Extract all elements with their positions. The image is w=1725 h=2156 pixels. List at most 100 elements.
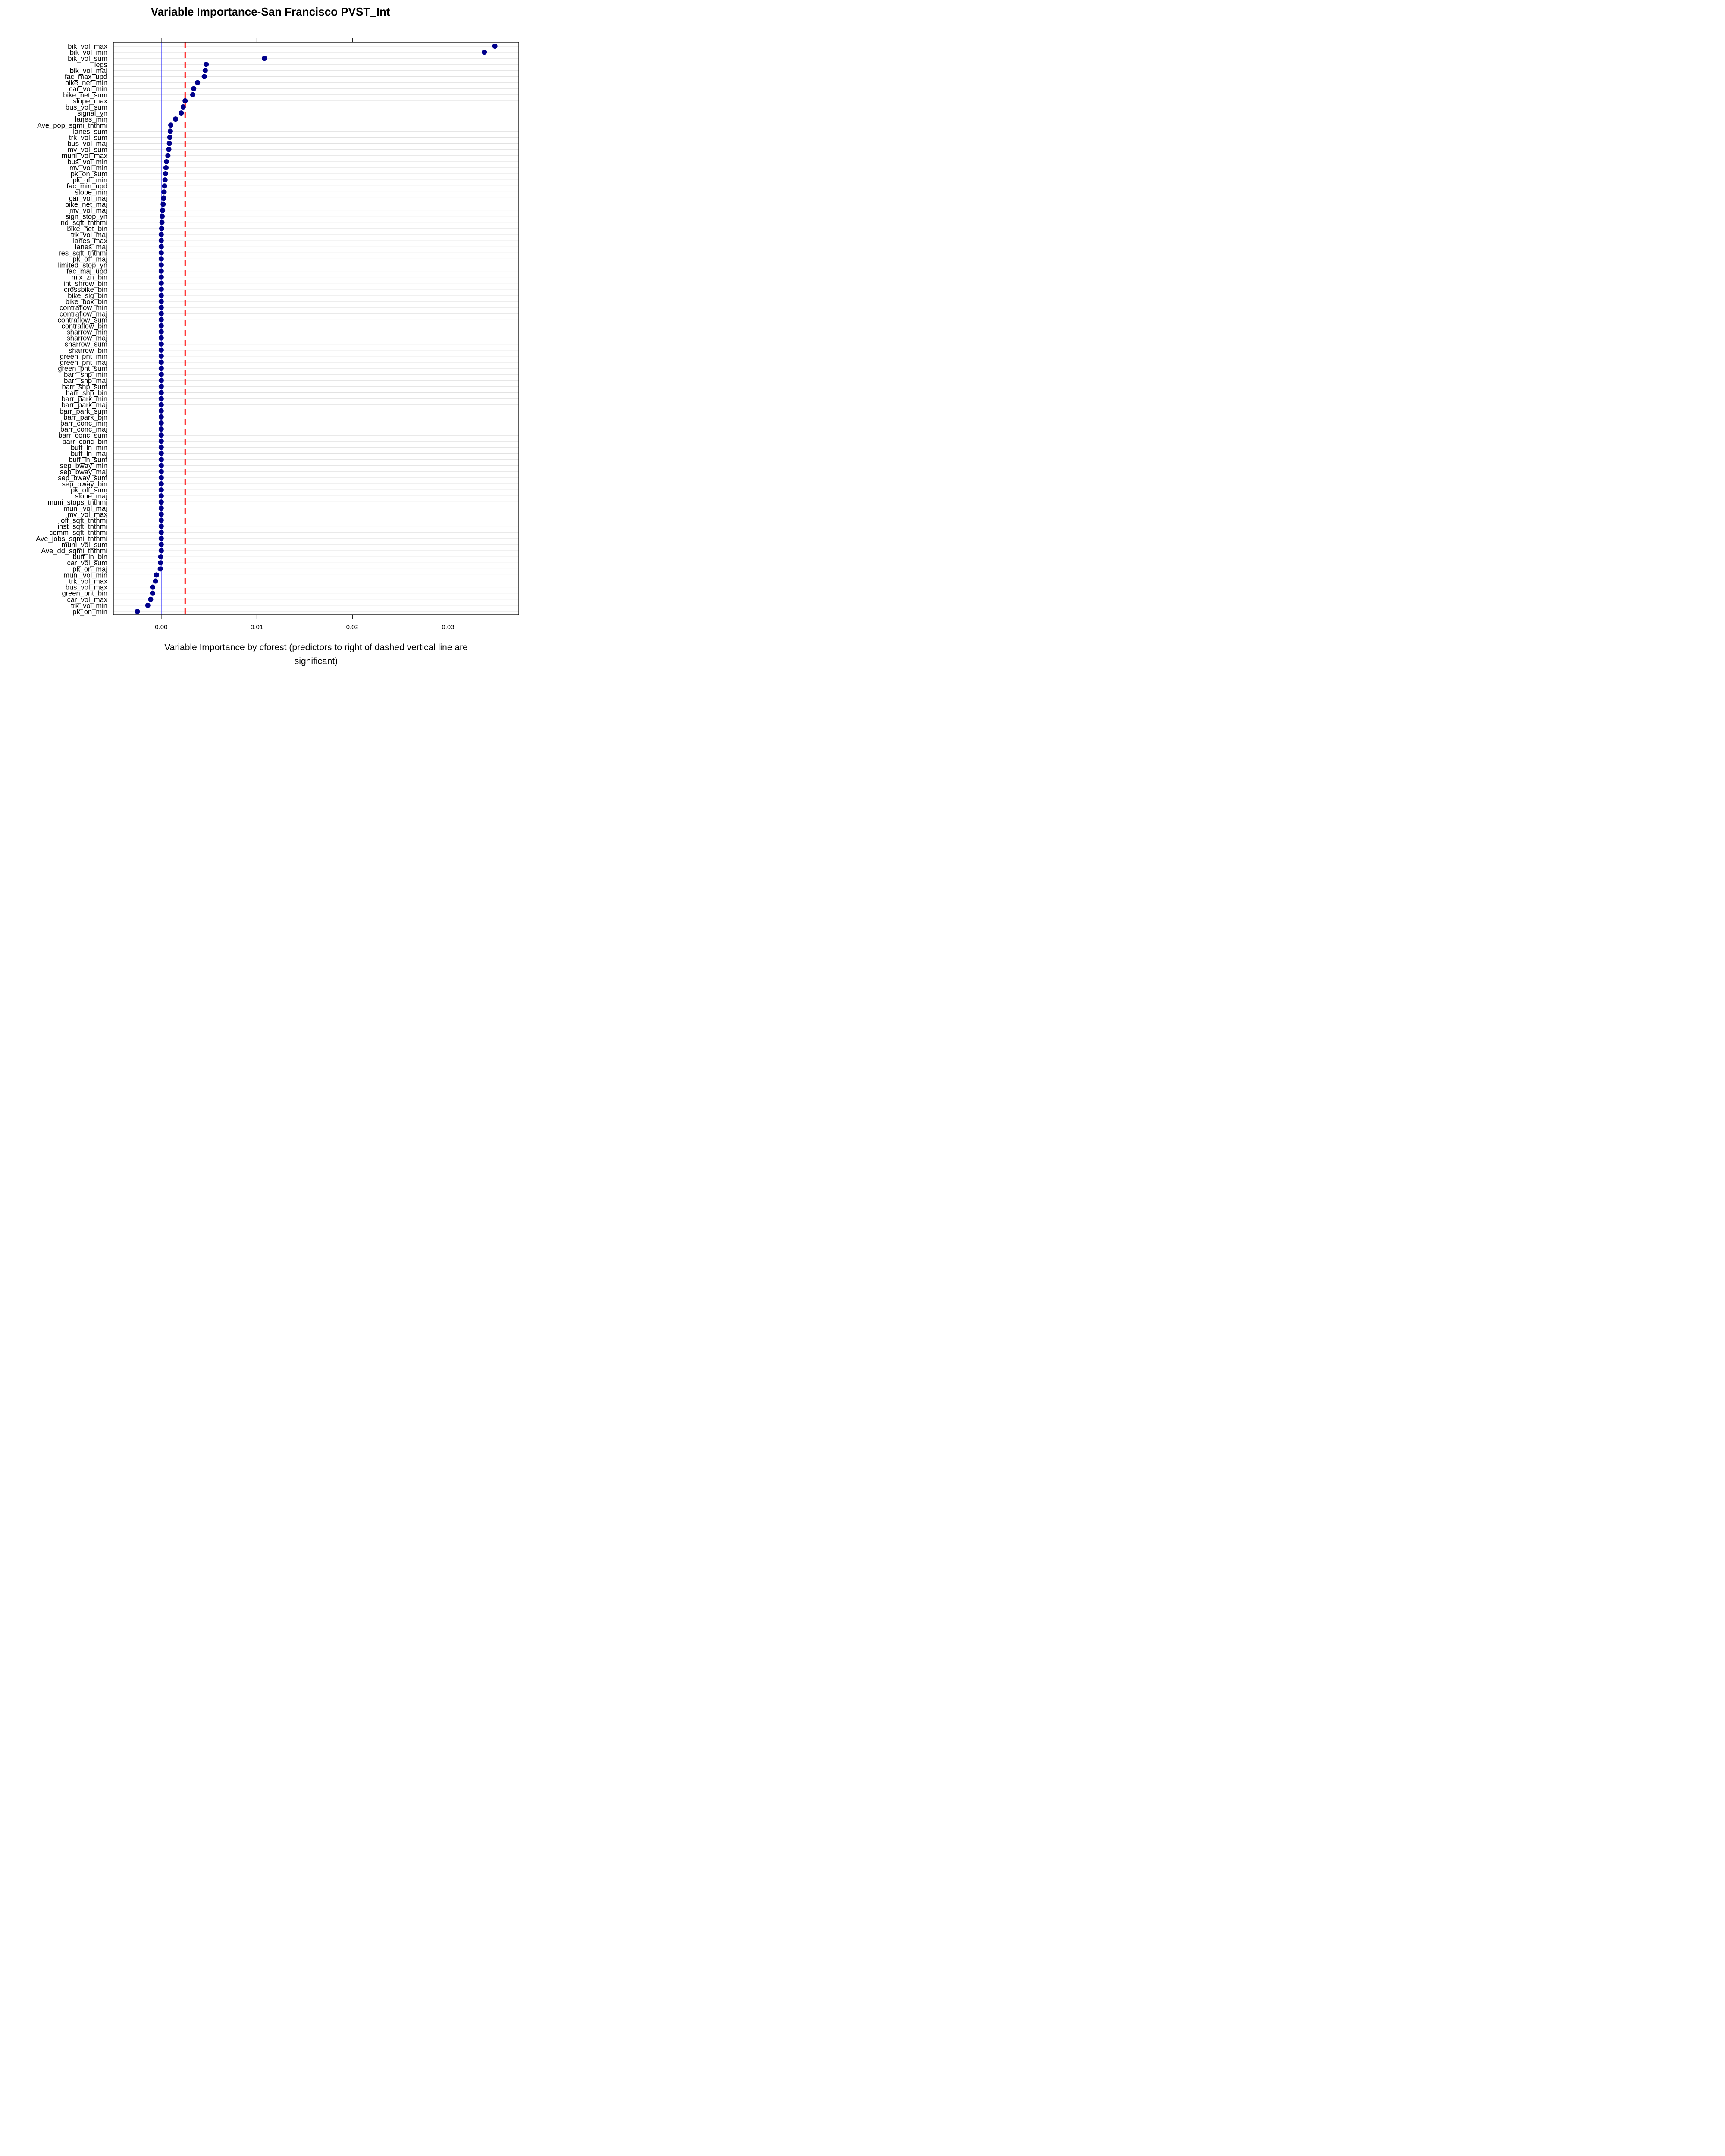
data-point: [148, 596, 154, 602]
category-label: slope_maj: [75, 492, 107, 500]
category-label: trk_vol_max: [69, 578, 108, 586]
category-label: trk_vol_min: [71, 602, 107, 610]
data-point: [158, 323, 164, 329]
data-point: [163, 171, 168, 177]
category-label: slope_min: [75, 188, 107, 196]
data-point: [158, 457, 164, 462]
data-point: [158, 347, 164, 353]
category-label: barr_park_maj: [62, 401, 107, 409]
data-point: [158, 469, 164, 474]
data-point: [158, 329, 164, 335]
category-label: mv_vol_min: [69, 164, 107, 172]
category-label: int_shrow_bin: [63, 280, 107, 288]
category-label: pk_off_sum: [71, 486, 107, 494]
category-label: bus_vol_max: [66, 584, 108, 592]
category-label: bike_net_maj: [65, 201, 107, 209]
data-point: [158, 505, 164, 511]
data-point: [161, 195, 166, 201]
chart-title: Variable Importance-San Francisco PVST_I…: [151, 5, 390, 18]
data-point: [159, 219, 165, 225]
category-label: car_vol_maj: [69, 194, 107, 202]
data-point: [158, 366, 164, 371]
category-label: barr_conc_sum: [58, 432, 107, 439]
data-point: [158, 341, 164, 347]
data-point: [150, 584, 155, 590]
data-point: [162, 183, 167, 189]
category-label: mv_vol_max: [67, 511, 107, 518]
data-point: [160, 213, 165, 219]
data-point: [166, 147, 172, 152]
data-point: [173, 116, 179, 122]
category-label: pk_on_min: [72, 608, 107, 616]
category-label: barr_park_min: [62, 395, 107, 403]
category-labels: bik_vol_maxbik_vol_minbik_vol_sumlegsbik…: [36, 43, 107, 616]
category-label: fac_maj_upd: [67, 268, 107, 276]
category-label: bike_net_sum: [63, 91, 107, 99]
category-label: mv_vol_sum: [67, 146, 107, 154]
data-point: [158, 420, 164, 426]
data-point: [158, 317, 164, 323]
data-point: [158, 451, 164, 456]
data-point: [158, 250, 164, 256]
data-point: [158, 335, 164, 341]
data-point: [482, 50, 487, 55]
data-point: [158, 280, 164, 286]
category-label: comm_sqft_tnthmi: [49, 529, 107, 537]
data-point: [166, 141, 172, 146]
category-label: bik_vol_min: [70, 49, 107, 56]
data-point: [168, 122, 174, 128]
category-label: trk_vol_sum: [69, 134, 107, 141]
category-label: barr_shp_sum: [62, 383, 107, 391]
data-point: [164, 159, 169, 164]
category-label: mix_zn_bin: [72, 274, 107, 282]
data-point: [158, 396, 164, 401]
data-point: [158, 475, 164, 480]
category-label: sign_stop_yn: [66, 213, 107, 221]
category-label: bik_vol_maj: [70, 67, 107, 75]
x-tick-label: 0.01: [251, 624, 263, 631]
data-point: [158, 493, 164, 499]
data-point: [158, 360, 164, 365]
category-label: bus_vol_maj: [67, 140, 107, 148]
data-point: [158, 560, 163, 566]
category-label: fac_max_upd: [65, 73, 107, 81]
data-point: [150, 590, 155, 596]
category-label: buff_ln_min: [71, 444, 107, 451]
data-point: [158, 256, 164, 262]
data-point: [159, 226, 164, 231]
category-label: green_pnt_sum: [58, 365, 107, 373]
category-label: green_pnt_maj: [60, 359, 107, 367]
chart-root: Variable Importance-San Francisco PVST_I…: [0, 0, 539, 674]
x-axis-ticks: 0.00 0.01 0.02 0.03: [155, 38, 455, 631]
data-point: [158, 244, 164, 250]
data-point: [161, 189, 167, 195]
category-label: Ave_pop_sqmi_tnthmi: [37, 122, 107, 129]
category-label: slope_max: [73, 97, 108, 105]
category-label: inst_sqft_tnthmi: [57, 523, 107, 531]
data-point: [158, 432, 164, 438]
data-point: [195, 80, 201, 85]
category-label: bike_sig_bin: [68, 292, 107, 300]
data-point: [158, 286, 164, 292]
category-label: legs: [94, 61, 107, 69]
data-point: [158, 311, 164, 317]
data-point: [158, 238, 164, 244]
x-axis-title-line-1: Variable Importance by cforest (predicto…: [164, 642, 467, 652]
category-label: lanes_maj: [75, 243, 107, 251]
data-point: [158, 384, 164, 389]
data-point: [145, 602, 151, 608]
category-label: contraflow_min: [60, 304, 107, 312]
category-label: limited_stop_yn: [58, 261, 107, 269]
data-point: [167, 128, 173, 134]
category-label: buff_ln_sum: [69, 456, 107, 464]
data-point: [158, 481, 164, 486]
data-point: [492, 44, 498, 49]
category-label: sep_bway_maj: [60, 468, 107, 476]
category-label: car_vol_sum: [67, 559, 107, 567]
category-label: buff_ln_maj: [71, 450, 107, 458]
x-axis-title-line-2: significant): [295, 656, 338, 666]
category-label: muni_vol_max: [62, 152, 108, 160]
category-label: barr_conc_maj: [60, 426, 107, 433]
category-label: bike_box_bin: [66, 298, 107, 306]
x-tick-label: 0.03: [442, 624, 454, 631]
